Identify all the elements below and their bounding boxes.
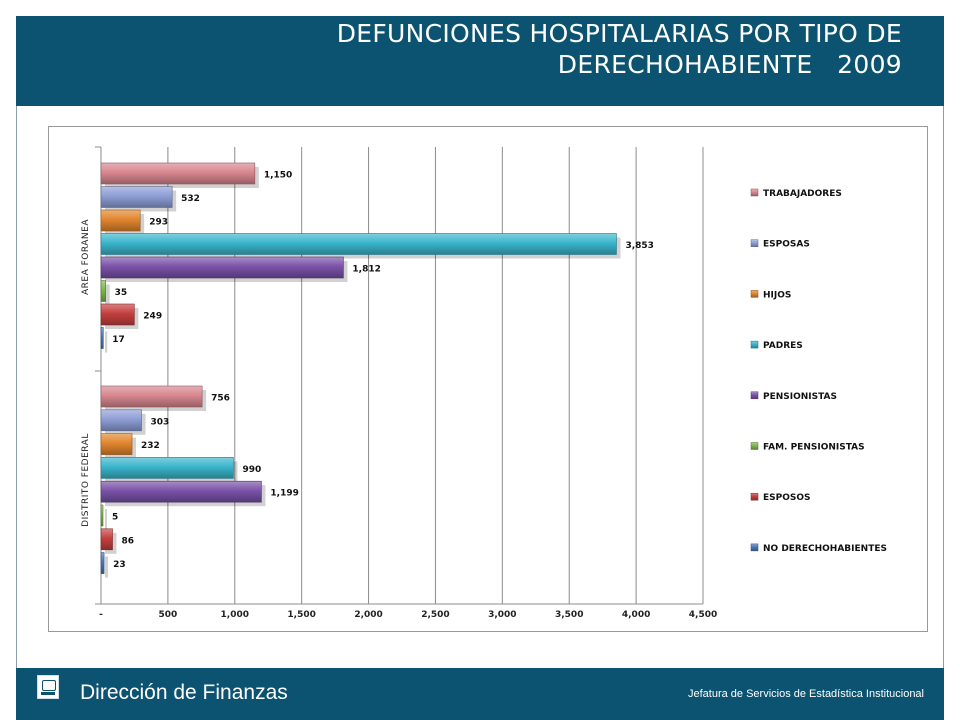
x-tick-label: 4,500 — [689, 610, 717, 620]
bar — [100, 209, 141, 232]
bar — [100, 233, 617, 255]
legend-label: TRABAJADORES — [763, 189, 842, 199]
bar — [100, 433, 133, 455]
data-label: 35 — [115, 288, 128, 298]
x-tick-label: 2,500 — [421, 610, 449, 620]
legend-swatch — [750, 391, 759, 400]
x-tick-label: 3,500 — [555, 610, 583, 620]
x-tick-label: 500 — [158, 610, 177, 620]
x-tick-label: 1,000 — [221, 610, 249, 620]
bar — [100, 303, 135, 326]
x-tick-label: - — [99, 610, 103, 620]
legend-swatch — [750, 543, 759, 552]
bar — [100, 385, 203, 408]
data-label: 303 — [151, 417, 170, 427]
bar-shadow — [105, 556, 109, 578]
logo-emblem — [42, 680, 56, 691]
footer-subtitle: Jefatura de Servicios de Estadística Ins… — [687, 688, 924, 700]
bar — [100, 457, 234, 479]
bar — [100, 480, 262, 503]
data-label: 86 — [122, 536, 135, 546]
legend-label: PADRES — [763, 341, 803, 351]
page-title: DEFUNCIONES HOSPITALARIAS POR TIPO DE DE… — [262, 18, 902, 80]
legend-label: ESPOSOS — [763, 493, 811, 503]
bar — [100, 504, 104, 527]
bar — [100, 162, 256, 185]
footer-title: Dirección de Finanzas — [80, 681, 288, 704]
bar-shadow — [105, 331, 108, 353]
y-category-label: AREA FORANEA — [81, 219, 91, 295]
logo-base — [41, 692, 55, 695]
footer-bar — [16, 668, 944, 720]
issste-logo-icon — [37, 675, 59, 699]
bar — [100, 409, 142, 432]
bar — [100, 186, 173, 208]
data-label: 3,853 — [625, 241, 653, 251]
legend-label: HIJOS — [763, 290, 791, 300]
chart-container — [48, 126, 928, 632]
bar — [100, 327, 104, 349]
legend-label: FAM. PENSIONISTAS — [763, 443, 865, 453]
y-category-label: DISTRITO FEDERAL — [81, 433, 91, 527]
legend-swatch — [750, 340, 759, 349]
title-line-2: DERECHOHABIENTE 2009 — [557, 50, 902, 79]
bar-shadow — [105, 509, 107, 530]
bar — [100, 256, 344, 279]
data-label: 990 — [242, 465, 261, 475]
legend-swatch — [750, 239, 759, 247]
bar — [100, 552, 105, 574]
bar — [100, 528, 113, 551]
data-label: 249 — [143, 312, 162, 322]
legend-swatch — [750, 442, 759, 450]
bar — [100, 280, 106, 302]
legend-swatch — [750, 290, 759, 298]
legend-label: NO DERECHOHABIENTES — [763, 544, 887, 554]
legend-label: PENSIONISTAS — [763, 392, 837, 402]
title-line-1: DEFUNCIONES HOSPITALARIAS POR TIPO DE — [336, 19, 902, 48]
legend-swatch — [750, 492, 759, 501]
legend-label: ESPOSAS — [763, 240, 810, 250]
data-label: 756 — [211, 394, 230, 404]
title-banner — [16, 16, 944, 106]
x-tick-label: 3,000 — [488, 610, 516, 620]
data-label: 1,199 — [270, 489, 298, 499]
data-label: 17 — [112, 335, 125, 345]
data-label: 293 — [149, 218, 168, 228]
legend-swatch — [750, 188, 759, 197]
bar-shadow — [105, 284, 110, 306]
data-label: 1,150 — [264, 171, 292, 181]
x-tick-label: 4,000 — [622, 610, 650, 620]
data-label: 232 — [141, 441, 160, 451]
data-label: 23 — [113, 560, 126, 570]
data-label: 532 — [181, 194, 200, 204]
data-label: 5 — [112, 513, 118, 523]
data-label: 1,812 — [352, 265, 380, 275]
x-tick-label: 2,000 — [354, 610, 382, 620]
x-tick-label: 1,500 — [287, 610, 315, 620]
